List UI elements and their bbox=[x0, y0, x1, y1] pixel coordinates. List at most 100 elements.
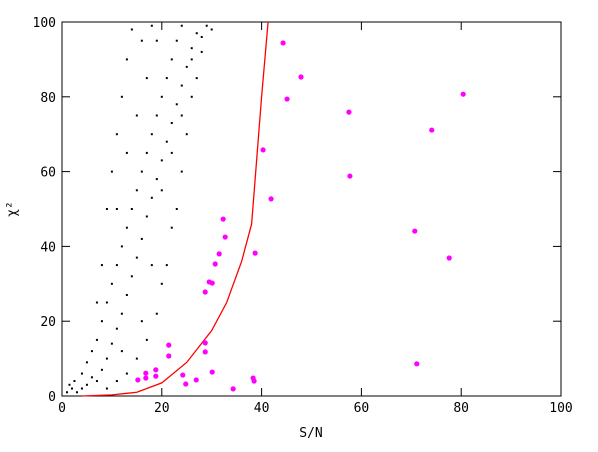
y-axis-label: χ² bbox=[5, 201, 20, 217]
point bbox=[212, 261, 218, 267]
point bbox=[120, 312, 123, 315]
point bbox=[205, 24, 208, 27]
plot-frame bbox=[61, 21, 562, 397]
point bbox=[145, 215, 148, 218]
point bbox=[160, 189, 163, 192]
point bbox=[175, 39, 178, 42]
point bbox=[284, 96, 290, 102]
point bbox=[130, 275, 133, 278]
point bbox=[100, 264, 103, 267]
point bbox=[175, 208, 178, 210]
point bbox=[185, 133, 188, 136]
point bbox=[260, 147, 266, 153]
point bbox=[170, 58, 173, 61]
point bbox=[105, 357, 108, 360]
point bbox=[125, 372, 128, 375]
point bbox=[135, 377, 141, 383]
x-axis-label: S/N bbox=[299, 426, 322, 441]
point bbox=[180, 372, 186, 378]
point bbox=[140, 170, 143, 173]
x-tick-label: 40 bbox=[254, 401, 270, 416]
point bbox=[347, 173, 353, 179]
point bbox=[150, 264, 153, 267]
point bbox=[183, 381, 189, 387]
point bbox=[160, 95, 163, 98]
point bbox=[125, 58, 128, 61]
point bbox=[193, 377, 199, 383]
x-tick-label: 60 bbox=[354, 401, 370, 416]
point bbox=[85, 383, 88, 386]
point bbox=[202, 289, 208, 295]
point bbox=[150, 196, 153, 199]
point bbox=[346, 109, 352, 115]
point bbox=[165, 264, 168, 267]
point bbox=[135, 357, 138, 360]
point bbox=[115, 327, 118, 330]
point bbox=[298, 74, 304, 80]
point bbox=[195, 32, 198, 35]
point bbox=[200, 35, 203, 38]
point bbox=[110, 342, 113, 345]
point bbox=[145, 77, 148, 80]
x-tick-label: 80 bbox=[453, 401, 469, 416]
point bbox=[110, 282, 113, 285]
point bbox=[160, 159, 163, 162]
point bbox=[90, 350, 93, 353]
y-tick-label: 20 bbox=[40, 315, 56, 330]
point bbox=[200, 50, 203, 53]
x-tick-label: 100 bbox=[549, 401, 572, 416]
point bbox=[90, 376, 93, 379]
point bbox=[110, 170, 113, 173]
point bbox=[145, 338, 148, 341]
point bbox=[190, 47, 193, 50]
point bbox=[180, 114, 183, 117]
point bbox=[216, 251, 222, 257]
point bbox=[120, 350, 123, 353]
y-tick-label: 0 bbox=[48, 390, 56, 405]
point bbox=[130, 208, 133, 210]
point bbox=[140, 39, 143, 42]
point bbox=[190, 58, 193, 61]
point bbox=[280, 40, 286, 46]
point bbox=[222, 234, 228, 240]
point bbox=[143, 375, 149, 381]
point bbox=[105, 387, 108, 390]
point bbox=[140, 320, 143, 323]
point bbox=[220, 216, 226, 222]
point bbox=[165, 77, 168, 80]
point bbox=[125, 294, 128, 297]
point bbox=[120, 245, 123, 248]
point bbox=[135, 256, 138, 259]
point bbox=[75, 391, 78, 394]
point bbox=[125, 226, 128, 229]
point bbox=[155, 178, 158, 181]
point bbox=[105, 301, 108, 304]
point bbox=[195, 77, 198, 80]
point bbox=[209, 369, 215, 375]
point bbox=[130, 28, 133, 31]
point bbox=[115, 380, 118, 383]
y-tick-label: 100 bbox=[33, 16, 56, 31]
point bbox=[125, 151, 128, 154]
point bbox=[95, 380, 98, 383]
point bbox=[145, 151, 148, 154]
point bbox=[155, 114, 158, 117]
point bbox=[150, 24, 153, 27]
point bbox=[70, 387, 73, 390]
point bbox=[180, 84, 183, 87]
point bbox=[210, 28, 213, 31]
point bbox=[120, 95, 123, 98]
y-tick-label: 40 bbox=[40, 240, 56, 255]
curve bbox=[81, 21, 269, 397]
point bbox=[100, 368, 103, 371]
point bbox=[115, 133, 118, 136]
point bbox=[115, 208, 118, 210]
point bbox=[68, 383, 71, 386]
point bbox=[202, 349, 208, 355]
point bbox=[135, 189, 138, 192]
point bbox=[115, 264, 118, 267]
point bbox=[153, 367, 159, 373]
y-tick-label: 60 bbox=[40, 166, 56, 181]
point bbox=[80, 387, 83, 390]
